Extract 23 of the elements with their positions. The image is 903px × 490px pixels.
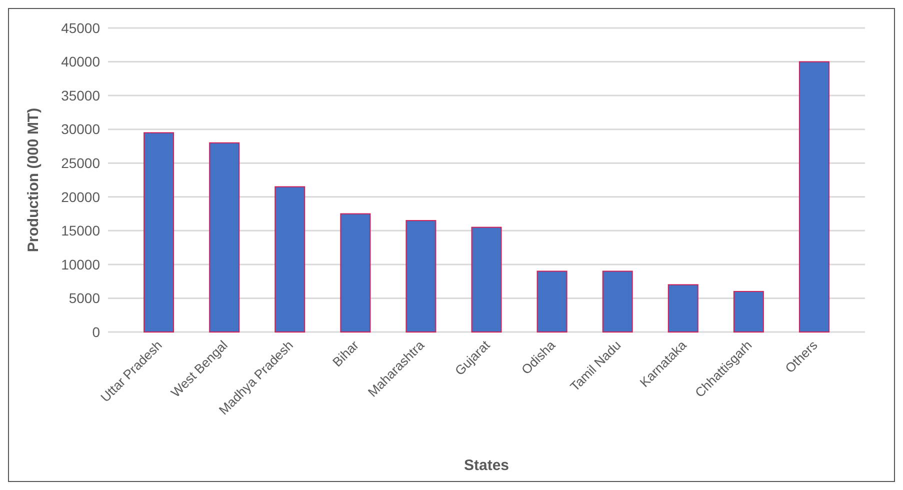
bar — [798, 61, 830, 332]
bar — [406, 220, 436, 332]
y-tick-label: 15000 — [61, 222, 100, 239]
y-tick-label: 30000 — [61, 121, 100, 138]
bar — [209, 142, 240, 332]
bar — [340, 213, 371, 332]
y-axis-title: Production (000 MT) — [25, 108, 42, 252]
bar — [471, 226, 502, 332]
x-axis-title: States — [464, 457, 510, 474]
y-tick-label: 35000 — [61, 87, 100, 104]
bar — [733, 290, 764, 332]
y-tick-label: 5000 — [68, 290, 100, 306]
y-tick-label: 0 — [92, 324, 100, 340]
y-tick-label: 40000 — [61, 54, 100, 70]
y-tick-label: 45000 — [61, 20, 100, 36]
bar — [274, 186, 306, 332]
bar — [602, 270, 633, 332]
bar — [144, 132, 174, 332]
bar — [668, 284, 698, 332]
bar — [536, 270, 568, 332]
y-tick-label: 10000 — [61, 256, 100, 272]
y-tick-label: 20000 — [61, 188, 100, 205]
y-tick-label: 25000 — [61, 155, 100, 172]
